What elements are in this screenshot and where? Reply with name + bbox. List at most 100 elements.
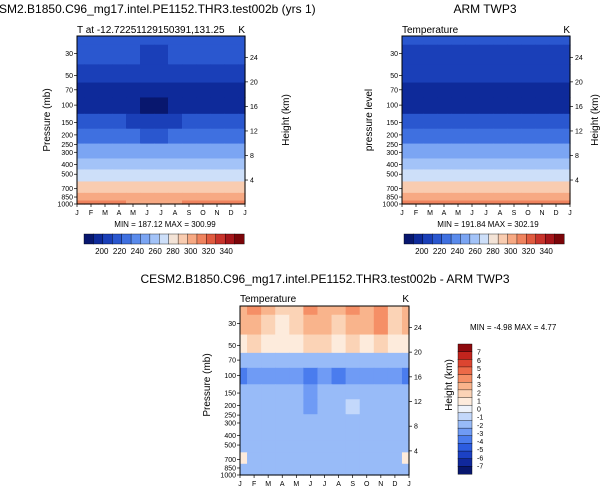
- x-tick-label: O: [525, 210, 531, 217]
- heatmap-cell: [182, 181, 197, 194]
- heatmap-cell: [182, 200, 197, 205]
- y-right-tick-label: 8: [250, 153, 254, 160]
- heatmap-cell: [303, 384, 319, 400]
- heatmap-cell: [140, 97, 155, 115]
- heatmap-cell: [275, 367, 290, 385]
- heatmap-cell: [154, 143, 169, 160]
- heatmap-cell: [317, 471, 333, 476]
- colorbar-tick-label: 260: [148, 247, 162, 256]
- y-tick-label: 70: [65, 87, 73, 94]
- heatmap-cell: [479, 192, 494, 202]
- heatmap-cell: [317, 452, 333, 465]
- heatmap-cell: [196, 64, 211, 84]
- heatmap-cell: [126, 36, 141, 46]
- heatmap-cell: [240, 399, 248, 415]
- panel-diff-title: CESM2.B1850.C96_mg17.intel.PE1152.THR3.t…: [140, 272, 509, 286]
- heatmap-cell: [140, 169, 155, 183]
- heatmap-cell: [563, 181, 571, 194]
- y-tick-label: 850: [61, 195, 73, 202]
- heatmap-cell: [261, 334, 276, 354]
- heatmap-cell: [345, 429, 361, 441]
- heatmap-cell: [409, 113, 424, 130]
- colorbar-tick-label: -7: [477, 463, 483, 470]
- heatmap-cell: [126, 128, 141, 145]
- colorbar-tick-label: 240: [451, 247, 465, 256]
- heatmap-cell: [331, 367, 347, 385]
- heatmap-cell: [247, 452, 262, 465]
- heatmap-cell: [493, 143, 508, 160]
- colorbar-swatch: [450, 233, 461, 245]
- heatmap-cell: [535, 143, 550, 160]
- colorbar-swatch: [526, 233, 537, 245]
- x-tick-label: M: [455, 210, 461, 217]
- heatmap-cell: [359, 352, 375, 369]
- heatmap-cell: [359, 334, 375, 354]
- heatmap-cell: [210, 169, 225, 183]
- heatmap-cell: [275, 352, 290, 369]
- y-right-tick-label: 4: [414, 448, 418, 455]
- heatmap-cell: [479, 169, 494, 183]
- heatmap-cell: [182, 192, 197, 202]
- heatmap-cell: [345, 452, 361, 465]
- panel-obs: ARM TWP3 Temperature K pressure level He…: [364, 2, 601, 256]
- x-tick-label: F: [414, 210, 418, 217]
- heatmap-cell: [402, 169, 410, 183]
- colorbar-tick-label: 200: [415, 247, 429, 256]
- colorbar-tick-label: 280: [486, 247, 500, 256]
- colorbar-swatch: [196, 233, 207, 245]
- x-tick-label: J: [243, 210, 247, 217]
- colorbar-tick-label: 340: [220, 247, 234, 256]
- heatmap-cell: [317, 352, 333, 369]
- heatmap-cell: [345, 314, 361, 336]
- heatmap-cell: [210, 143, 225, 160]
- y-tick-label: 50: [65, 73, 73, 80]
- y-right-tick-label: 8: [414, 424, 418, 431]
- x-tick-label: M: [293, 481, 299, 488]
- heatmap-cell: [549, 44, 564, 65]
- heatmap-cell: [210, 192, 225, 202]
- heatmap-cell: [535, 44, 550, 65]
- colorbar-tick-label: -4: [477, 439, 483, 446]
- heatmap-cell: [289, 452, 304, 465]
- y-right-tick-label: 16: [414, 374, 422, 381]
- heatmap-cell: [493, 36, 508, 46]
- heatmap-cell: [140, 36, 155, 46]
- heatmap-cell: [317, 463, 333, 473]
- x-tick-label: S: [350, 481, 355, 488]
- heatmap-cell: [240, 306, 248, 316]
- heatmap-cell: [140, 64, 155, 84]
- heatmap-cell: [98, 36, 113, 46]
- heatmap-cell: [126, 82, 141, 99]
- colorbar-swatch: [93, 233, 104, 245]
- colorbar-swatch: [413, 233, 424, 245]
- heatmap-cell: [224, 169, 239, 183]
- heatmap-cell: [196, 36, 211, 46]
- y-tick-label: 200: [386, 132, 398, 139]
- heatmap-cell: [289, 463, 304, 473]
- heatmap-cell: [401, 352, 410, 369]
- heatmap-cell: [261, 414, 276, 430]
- heatmap-cell: [479, 128, 494, 145]
- colorbar-tick-label: 0: [477, 407, 481, 414]
- colorbar-swatch: [441, 233, 452, 245]
- heatmap-cell: [238, 97, 246, 115]
- heatmap-cell: [423, 181, 438, 194]
- heatmap-cell: [359, 314, 375, 336]
- heatmap-cell: [402, 158, 410, 171]
- heatmap-cell: [563, 158, 571, 171]
- heatmap-cell: [359, 399, 375, 415]
- colorbar-swatch: [488, 233, 499, 245]
- heatmap-cell: [289, 471, 304, 476]
- heatmap-cell: [402, 82, 410, 99]
- colorbar-swatch: [121, 233, 132, 245]
- heatmap-cell: [289, 367, 304, 385]
- heatmap-cell: [402, 192, 410, 202]
- heatmap-cell: [409, 181, 424, 194]
- colorbar-swatch: [457, 389, 473, 399]
- heatmap-cell: [387, 471, 403, 476]
- x-tick-label: M: [265, 481, 271, 488]
- heatmap-cell: [126, 97, 141, 115]
- heatmap-cell: [387, 452, 403, 465]
- heatmap-cell: [126, 113, 141, 130]
- heatmap-cell: [437, 181, 452, 194]
